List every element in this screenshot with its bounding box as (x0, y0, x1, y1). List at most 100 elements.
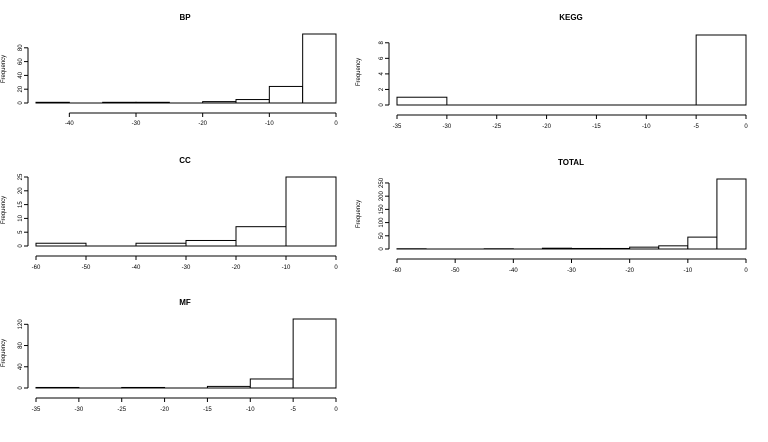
y-tick-label: 60 (18, 58, 24, 65)
panel-title: CC (179, 156, 191, 165)
x-tick-label: -50 (82, 265, 91, 271)
x-tick-label: -35 (393, 124, 402, 130)
y-tick-label: 50 (379, 232, 385, 239)
x-axis: -60 -50 -40 -30 -20 -10 0 (393, 258, 748, 274)
x-tick-label: -40 (65, 121, 74, 127)
y-axis: 0 40 80 120 (18, 319, 29, 390)
x-tick-label: -30 (182, 265, 191, 271)
y-tick-label: 0 (18, 244, 24, 248)
x-tick-label: -10 (282, 265, 291, 271)
x-tick-label: -10 (246, 407, 255, 413)
x-tick-label: -30 (567, 268, 576, 274)
y-tick-label: 5 (18, 230, 24, 234)
histogram-bar (185, 239, 237, 247)
panel-total: TOTAL Frequency -60 -50 -40 -30 -20 -10 0 0 50 1… (356, 158, 748, 274)
y-tick-label: 0 (379, 247, 385, 251)
x-tick-label: -30 (75, 407, 84, 413)
histogram-bar (302, 33, 337, 104)
y-axis-label: Frequency (1, 339, 7, 367)
x-tick-label: -10 (642, 124, 651, 130)
y-tick-label: 4 (379, 72, 385, 76)
y-tick-label: 150 (379, 204, 385, 215)
x-axis: -35 -30 -25 -20 -15 -10 -5 0 (32, 397, 338, 413)
x-tick-label: -25 (117, 407, 126, 413)
x-tick-label: -35 (32, 407, 41, 413)
x-tick-label: 0 (744, 268, 748, 274)
y-tick-label: 100 (379, 217, 385, 228)
x-tick-label: -20 (542, 124, 551, 130)
x-tick-label: 0 (334, 121, 338, 127)
panel-title: BP (179, 13, 191, 22)
y-tick-label: 40 (18, 71, 24, 78)
y-tick-label: 120 (18, 319, 24, 330)
bars (35, 176, 337, 247)
y-tick-label: 40 (18, 363, 24, 370)
y-tick-label: 0 (18, 386, 24, 390)
x-tick-label: -20 (160, 407, 169, 413)
histogram-bar (235, 226, 287, 247)
bars (35, 318, 337, 389)
panel-cc: CC Frequency -60 -50 -40 -30 -20 -10 0 0 5 10 15 2… (1, 156, 338, 271)
y-axis-label: Frequency (1, 55, 7, 83)
x-tick-label: -15 (592, 124, 601, 130)
panel-bp: BP Frequency -40 -30 -20 -10 0 0 20 40 60 80 (1, 13, 338, 127)
x-tick-label: -50 (451, 268, 460, 274)
panel-title: KEGG (559, 13, 583, 22)
histogram-bar (235, 99, 270, 104)
y-axis-label: Frequency (356, 200, 362, 228)
x-tick-label: -60 (32, 265, 41, 271)
x-tick-label: -60 (393, 268, 402, 274)
histogram-bar (695, 34, 747, 106)
y-tick-label: 0 (18, 101, 24, 105)
x-axis: -60 -50 -40 -30 -20 -10 0 (32, 255, 338, 271)
histogram-bar (716, 178, 747, 250)
x-tick-label: 0 (334, 407, 338, 413)
y-tick-label: 250 (379, 177, 385, 188)
panel-mf: MF Frequency -35 -30 -25 -20 -15 -10 -5 0 0 40 80… (1, 298, 338, 413)
x-tick-label: 0 (744, 124, 748, 130)
x-tick-label: -40 (509, 268, 518, 274)
bars (35, 33, 337, 104)
x-tick-label: -30 (443, 124, 452, 130)
histogram-bar (396, 96, 448, 106)
histogram-bar (292, 318, 337, 389)
y-tick-label: 0 (379, 103, 385, 107)
x-tick-label: -20 (625, 268, 634, 274)
panel-kegg: KEGG Frequency -35 -30 -25 -20 -15 -10 -5 0 0 2 4… (356, 13, 748, 130)
x-tick-label: -5 (290, 407, 296, 413)
panel-title: MF (179, 298, 191, 307)
y-tick-label: 80 (18, 342, 24, 349)
y-tick-label: 25 (18, 173, 24, 180)
histogram-bar (687, 236, 718, 250)
x-tick-label: -20 (198, 121, 207, 127)
y-tick-label: 8 (379, 40, 385, 44)
y-tick-label: 20 (18, 85, 24, 92)
x-tick-label: -15 (203, 407, 212, 413)
x-axis: -35 -30 -25 -20 -15 -10 -5 0 (393, 114, 748, 130)
x-tick-label: -30 (132, 121, 141, 127)
y-axis: 0 5 10 15 20 25 (18, 173, 29, 248)
y-tick-label: 80 (18, 44, 24, 51)
y-tick-label: 2 (379, 87, 385, 91)
y-tick-label: 6 (379, 56, 385, 60)
x-tick-label: -5 (693, 124, 699, 130)
panel-title: TOTAL (558, 158, 584, 167)
histogram-bar (249, 378, 294, 389)
y-tick-label: 15 (18, 201, 24, 208)
x-tick-label: -40 (132, 265, 141, 271)
histogram-bar (285, 176, 337, 247)
y-axis: 0 20 40 60 80 (18, 44, 29, 105)
y-axis-label: Frequency (1, 196, 7, 224)
x-tick-label: 0 (334, 265, 338, 271)
y-tick-label: 10 (18, 214, 24, 221)
y-tick-label: 200 (379, 191, 385, 202)
y-tick-label: 20 (18, 187, 24, 194)
y-axis-label: Frequency (356, 58, 362, 86)
x-tick-label: -10 (265, 121, 274, 127)
x-axis: -40 -30 -20 -10 0 (65, 112, 338, 127)
histogram-bar (268, 85, 304, 104)
y-axis: 0 50 100 150 200 250 (379, 177, 390, 251)
x-tick-label: -10 (683, 268, 692, 274)
